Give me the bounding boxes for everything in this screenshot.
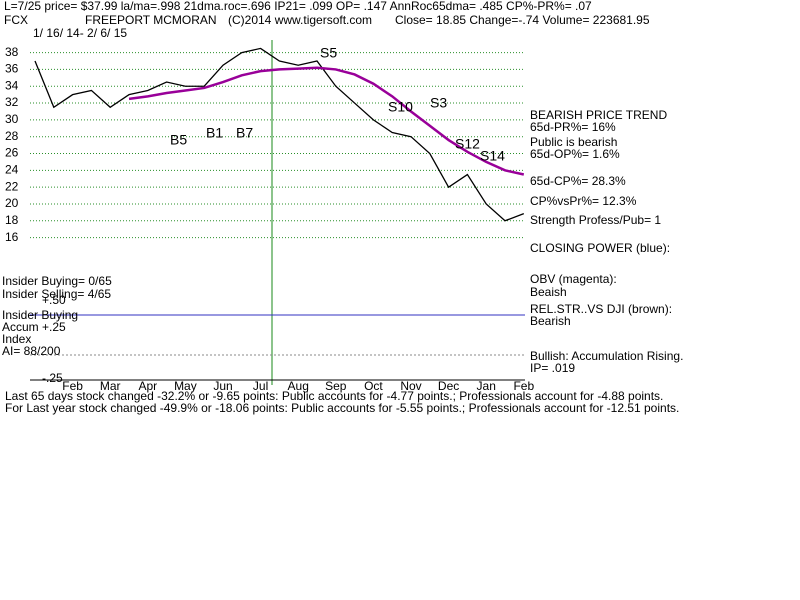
y-tick-label: 38 (5, 45, 19, 59)
quote: Close= 18.85 Change=-.74 Volume= 223681.… (395, 13, 650, 27)
indicator-text: OBV (magenta): (530, 272, 617, 286)
indicator-text: BEARISH PRICE TREND (530, 108, 667, 122)
x-tick-label: Feb (513, 379, 534, 393)
indicator-text: Bullish: Accumulation Rising. (530, 349, 683, 363)
x-tick-label: Feb (62, 379, 83, 393)
indicator-text: 65d-CP%= 28.3% (530, 174, 626, 188)
indicator-text: Bearish (530, 314, 571, 328)
y-tick-label: 22 (5, 179, 19, 193)
indicator-text: IP= .019 (530, 361, 575, 375)
indicator-text: Public is bearish (530, 135, 617, 149)
indicator-text: 65d-PR%= 16% (530, 120, 616, 134)
indicator-text: CP%vsPr%= 12.3% (530, 194, 637, 208)
y-tick-label: 24 (5, 162, 19, 176)
date-range: 1/ 16/ 14- 2/ 6/ 15 (33, 26, 127, 40)
y-tick-label: 16 (5, 230, 19, 244)
y-tick-label: 34 (5, 78, 19, 92)
x-tick-label: Jan (477, 379, 496, 393)
y-tick-label: 18 (5, 213, 19, 227)
insider-text: Index (2, 332, 31, 346)
insider-text: AI= 88/200 (2, 344, 61, 358)
y-tick-label: 28 (5, 129, 19, 143)
copyright: (C)2014 www.tigersoft.com (228, 13, 372, 27)
insider-text: -.25 (42, 371, 63, 385)
y-tick-label: 26 (5, 146, 19, 160)
indicator-text: 65d-OP%= 1.6% (530, 147, 620, 161)
indicator-text: Strength Profess/Pub= 1 (530, 213, 661, 227)
signal-label: S3 (430, 95, 447, 111)
insider-text: Accum +.25 (2, 320, 66, 334)
x-tick-label: Sep (325, 379, 347, 393)
signal-label: B5 (170, 132, 187, 148)
x-tick-label: Apr (138, 379, 157, 393)
x-tick-label: Dec (438, 379, 459, 393)
signal-label: S14 (480, 148, 505, 164)
x-tick-label: Aug (288, 379, 309, 393)
symbol: FCX (4, 13, 28, 27)
indicator-text: REL.STR..VS DJI (brown): (530, 302, 672, 316)
signal-label: S10 (388, 99, 413, 115)
price-line (128, 66, 525, 176)
y-tick-label: 32 (5, 95, 19, 109)
x-tick-label: Mar (100, 379, 121, 393)
signal-label: S5 (320, 45, 337, 61)
company: FREEPORT MCMORAN (85, 13, 217, 27)
footer-text: For Last year stock changed -49.9% or -1… (5, 401, 679, 415)
insider-text: Insider Selling= 4/65 (2, 287, 111, 301)
price-line (34, 47, 525, 222)
x-tick-label: Jun (213, 379, 232, 393)
footer-text: Last 65 days stock changed -32.2% or -9.… (5, 389, 663, 403)
y-tick-label: 30 (5, 112, 19, 126)
signal-label: S12 (455, 136, 480, 152)
x-tick-label: May (174, 379, 197, 393)
signal-label: B1 (206, 125, 223, 141)
y-tick-label: 20 (5, 196, 19, 210)
header-line: L=7/25 price= $37.99 la/ma=.998 21dma.ro… (4, 0, 592, 13)
insider-text: Insider Buying (2, 308, 78, 322)
x-tick-label: Nov (400, 379, 421, 393)
indicator-text: CLOSING POWER (blue): (530, 241, 670, 255)
x-tick-label: Oct (364, 379, 383, 393)
y-tick-label: 36 (5, 62, 19, 76)
insider-text: Insider Buying= 0/65 (2, 274, 112, 288)
insider-text: +.50 (42, 293, 66, 307)
x-tick-label: Jul (253, 379, 268, 393)
signal-label: B7 (236, 125, 253, 141)
indicator-text: Beaish (530, 285, 567, 299)
